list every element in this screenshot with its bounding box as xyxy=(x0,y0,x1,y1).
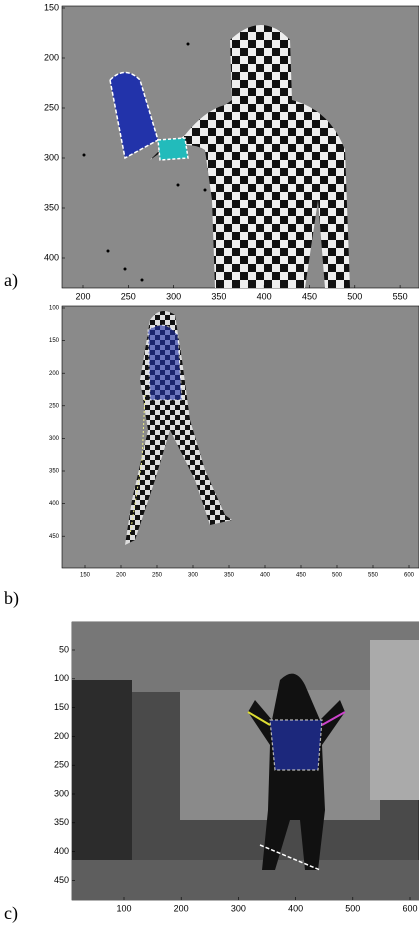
x-tick-label: 200 xyxy=(116,573,127,579)
x-tick-label: 550 xyxy=(393,291,408,301)
x-tick-label: 250 xyxy=(152,573,163,579)
x-tick-label: 300 xyxy=(231,903,246,913)
y-tick-label: 350 xyxy=(54,817,69,827)
y-tick-label: 250 xyxy=(44,102,59,112)
y-tick-label: 250 xyxy=(49,403,60,409)
image-a xyxy=(62,6,419,288)
y-tick-label: 450 xyxy=(49,534,60,540)
x-tick-label: 500 xyxy=(345,903,360,913)
x-tick-label: 400 xyxy=(257,291,272,301)
y-tick-label: 300 xyxy=(44,152,59,162)
panel-label: a) xyxy=(4,270,18,291)
y-tick-label: 100 xyxy=(49,306,60,312)
y-tick-label: 450 xyxy=(54,875,69,885)
y-tick-label: 200 xyxy=(49,371,60,377)
y-tick-label: 50 xyxy=(59,644,69,654)
image-c xyxy=(72,622,419,900)
x-tick-label: 450 xyxy=(296,573,307,579)
x-tick-label: 450 xyxy=(302,291,317,301)
y-tick-label: 150 xyxy=(54,702,69,712)
x-tick-label: 600 xyxy=(404,573,415,579)
y-tick-label: 200 xyxy=(44,52,59,62)
x-tick-label: 400 xyxy=(260,573,271,579)
x-tick-label: 350 xyxy=(211,291,226,301)
figure: a) 150 200 250 300 350 400 200 250 300 350 400 450 50… xyxy=(0,0,419,928)
y-tick-label: 200 xyxy=(54,731,69,741)
image-b xyxy=(62,306,419,568)
x-tick-label: 500 xyxy=(332,573,343,579)
x-tick-label: 250 xyxy=(121,291,136,301)
x-tick-label: 200 xyxy=(75,291,90,301)
y-tick-label: 150 xyxy=(49,338,60,344)
x-tick-label: 300 xyxy=(166,291,181,301)
y-tick-label: 150 xyxy=(44,2,59,12)
x-tick-label: 400 xyxy=(288,903,303,913)
y-tick-label: 100 xyxy=(54,673,69,683)
page: {"panels": [ {"label": "a)", "yticks": [… xyxy=(0,0,419,928)
y-tick-label: 400 xyxy=(54,846,69,856)
y-tick-label: 350 xyxy=(44,202,59,212)
x-tick-label: 300 xyxy=(188,573,199,579)
x-tick-label: 600 xyxy=(402,903,417,913)
y-tick-label: 400 xyxy=(44,252,59,262)
panel-label: c) xyxy=(4,903,18,924)
y-tick-label: 300 xyxy=(54,788,69,798)
y-tick-label: 350 xyxy=(49,469,60,475)
y-tick-label: 250 xyxy=(54,760,69,770)
panel-label: b) xyxy=(4,588,19,609)
x-tick-label: 100 xyxy=(116,903,131,913)
x-tick-label: 550 xyxy=(368,573,379,579)
x-tick-label: 500 xyxy=(347,291,362,301)
y-tick-label: 400 xyxy=(49,501,60,507)
x-tick-label: 150 xyxy=(80,573,91,579)
y-tick-label: 300 xyxy=(49,436,60,442)
x-tick-label: 200 xyxy=(174,903,189,913)
x-tick-label: 350 xyxy=(224,573,235,579)
